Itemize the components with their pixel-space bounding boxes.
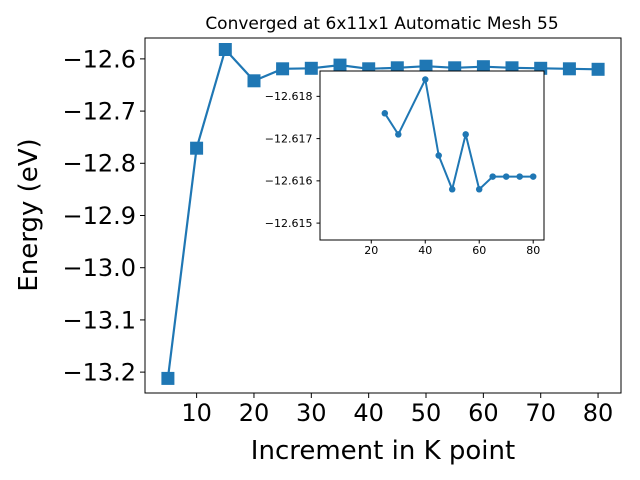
- main-data-point: [476, 60, 490, 74]
- main-x-axis-label: Increment in K point: [251, 436, 515, 466]
- main-x-ticks: 10 20 30 40 50 60 70 80: [181, 393, 613, 427]
- inset-y-ticks: −12.618 −12.617 −12.616 −12.615: [265, 90, 320, 230]
- inset-x-tick-label: 60: [472, 244, 486, 257]
- main-x-tick-label: 40: [353, 399, 384, 427]
- inset-data-point: [395, 131, 402, 138]
- main-x-tick-label: 10: [181, 399, 212, 427]
- main-y-tick-label: −13.1: [62, 306, 136, 334]
- inset-data-point: [448, 186, 456, 193]
- inset-x-ticks: 20 40 60 80: [364, 240, 540, 257]
- main-data-point: [161, 371, 175, 385]
- main-data-point: [333, 58, 347, 72]
- main-chart-title: Converged at 6x11x1 Automatic Mesh 55: [205, 14, 558, 34]
- inset-chart: 20 40 60 80 −12.618 −12.617 −12.616 −12.615: [265, 70, 545, 257]
- main-data-point: [591, 62, 605, 76]
- inset-data-point: [435, 152, 442, 159]
- main-data-point: [247, 74, 261, 88]
- main-y-tick-label: −12.9: [62, 202, 136, 230]
- main-series: [161, 43, 605, 385]
- inset-y-tick-label: −12.618: [265, 90, 313, 103]
- inset-data-point: [381, 110, 389, 117]
- inset-data-point: [462, 131, 469, 138]
- main-y-tick-label: −12.8: [62, 150, 136, 178]
- main-y-tick-label: −13.2: [62, 359, 136, 387]
- inset-data-point: [489, 173, 496, 180]
- main-y-tick-label: −13.0: [62, 254, 136, 282]
- inset-y-tick-label: −12.615: [265, 217, 313, 230]
- inset-x-tick-label: 40: [418, 244, 432, 257]
- main-x-tick-label: 70: [525, 399, 556, 427]
- main-data-point: [218, 43, 232, 56]
- inset-background: [320, 71, 544, 240]
- main-y-axis-label: Energy (eV): [14, 138, 44, 291]
- main-data-point: [190, 141, 204, 155]
- inset-data-point: [529, 173, 537, 180]
- inset-x-tick-label: 20: [364, 244, 378, 257]
- inset-y-tick-label: −12.617: [265, 132, 313, 145]
- main-y-ticks: −13.2 −13.1 −13.0 −12.9 −12.8 −12.7 −12.6: [62, 45, 145, 387]
- inset-plot-frame: [319, 70, 545, 241]
- inset-data-point: [422, 76, 429, 83]
- inset-data-point: [475, 186, 483, 193]
- main-chart: Converged at 6x11x1 Automatic Mesh 55 10…: [14, 14, 622, 466]
- main-x-tick-label: 30: [296, 399, 327, 427]
- main-x-tick-label: 80: [583, 399, 614, 427]
- main-x-tick-label: 60: [468, 399, 499, 427]
- inset-x-tick-label: 80: [526, 244, 540, 257]
- main-data-point: [304, 61, 318, 75]
- main-data-point: [276, 62, 290, 76]
- main-data-point: [562, 62, 576, 76]
- main-y-tick-label: −12.6: [62, 45, 136, 73]
- inset-data-point: [502, 173, 510, 180]
- main-x-tick-label: 50: [411, 399, 442, 427]
- main-data-point: [419, 59, 433, 73]
- inset-series: [381, 76, 537, 193]
- main-series-line: [166, 47, 599, 379]
- inset-y-tick-label: −12.616: [265, 175, 313, 188]
- inset-data-point: [516, 173, 523, 180]
- main-x-tick-label: 20: [239, 399, 270, 427]
- main-y-tick-label: −12.7: [62, 97, 136, 125]
